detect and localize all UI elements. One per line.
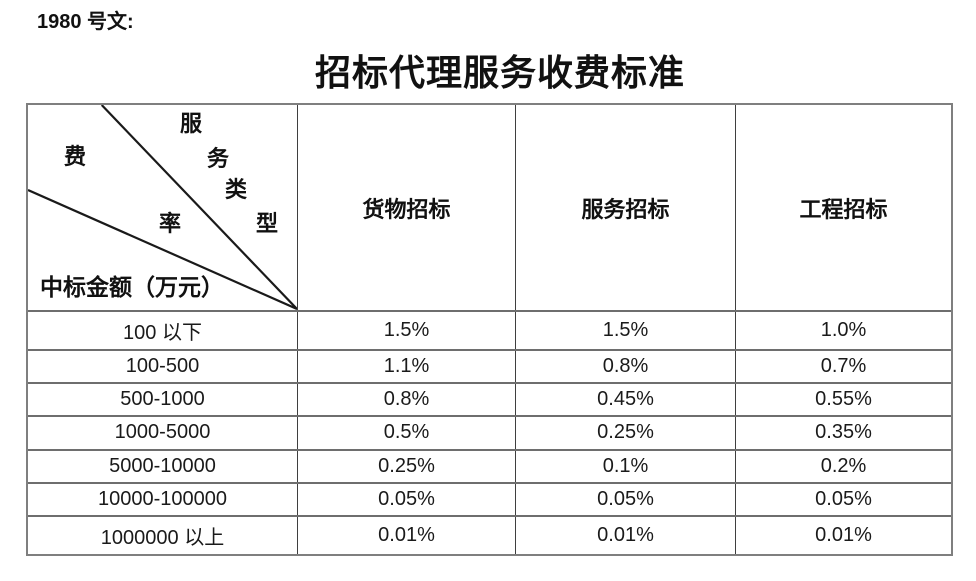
- document-number-label: 1980 号文:: [37, 11, 134, 33]
- table-cell: 0.05%: [298, 483, 516, 515]
- table-row: 10000-100000 0.05% 0.05% 0.05%: [28, 481, 951, 515]
- row-label: 100-500: [28, 351, 298, 383]
- table-cell: 1.0%: [820, 319, 867, 342]
- table-cell: 0.01%: [815, 523, 872, 546]
- row-label: 1000000 以上: [28, 516, 298, 554]
- table-cell: 0.05%: [815, 487, 872, 510]
- row-label: 500-1000: [28, 384, 298, 416]
- table-cell: 0.25%: [516, 417, 736, 449]
- row-label: 100 以下: [28, 312, 298, 350]
- table-cell: 1.5%: [298, 312, 516, 350]
- table-row: 100 以下 1.5% 1.5% 1.0%: [28, 310, 951, 350]
- table-cell: 0.05%: [516, 483, 736, 515]
- table-cell: 1.5%: [516, 312, 736, 350]
- table-cell: 0.8%: [298, 384, 516, 416]
- table-cell: 0.8%: [516, 351, 736, 383]
- table-cell: 0.2%: [820, 454, 867, 477]
- row-label: 5000-10000: [28, 450, 298, 482]
- table-cell: 0.35%: [815, 421, 872, 444]
- table-row: 1000000 以上 0.01% 0.01% 0.01%: [28, 514, 951, 554]
- corner-service-type-char: 务: [207, 146, 230, 171]
- table-cell: 0.01%: [516, 516, 736, 554]
- table-cell: 0.5%: [298, 417, 516, 449]
- table-header-row: 服 务 类 型 费 率 中标金额（万元） 货物招标 服务招标 工程招标: [28, 105, 951, 310]
- row-label: 10000-100000: [28, 483, 298, 515]
- table-row: 100-500 1.1% 0.8% 0.7%: [28, 349, 951, 383]
- corner-service-type-char: 类: [225, 177, 248, 202]
- table-cell: 0.55%: [815, 388, 872, 411]
- page-title: 招标代理服务收费标准: [314, 53, 685, 93]
- table-row: 500-1000 0.8% 0.45% 0.55%: [28, 382, 951, 416]
- table-cell: 0.45%: [516, 384, 736, 416]
- column-header-engineering: 工程招标: [799, 196, 888, 222]
- table-cell: 0.7%: [820, 355, 867, 378]
- corner-service-type-char: 型: [256, 211, 279, 236]
- fee-standard-table: 服 务 类 型 费 率 中标金额（万元） 货物招标 服务招标 工程招标 100 …: [26, 103, 953, 556]
- table-cell: 0.01%: [298, 516, 516, 554]
- table-row: 1000-5000 0.5% 0.25% 0.35%: [28, 415, 951, 449]
- table-cell: 0.25%: [298, 450, 516, 482]
- row-label: 1000-5000: [28, 417, 298, 449]
- diagonal-corner-cell: 服 务 类 型 费 率 中标金额（万元）: [28, 105, 298, 310]
- diagonal-split-lines: [28, 105, 297, 310]
- bid-amount-axis-label: 中标金额（万元）: [40, 275, 224, 300]
- table-row: 5000-10000 0.25% 0.1% 0.2%: [28, 448, 951, 482]
- corner-fee-rate-char: 率: [159, 211, 182, 236]
- column-header-services: 服务招标: [516, 105, 736, 310]
- corner-fee-rate-char: 费: [64, 144, 87, 169]
- column-header-goods: 货物招标: [298, 105, 516, 310]
- table-cell: 0.1%: [516, 450, 736, 482]
- table-cell: 1.1%: [298, 351, 516, 383]
- corner-service-type-char: 服: [180, 111, 203, 136]
